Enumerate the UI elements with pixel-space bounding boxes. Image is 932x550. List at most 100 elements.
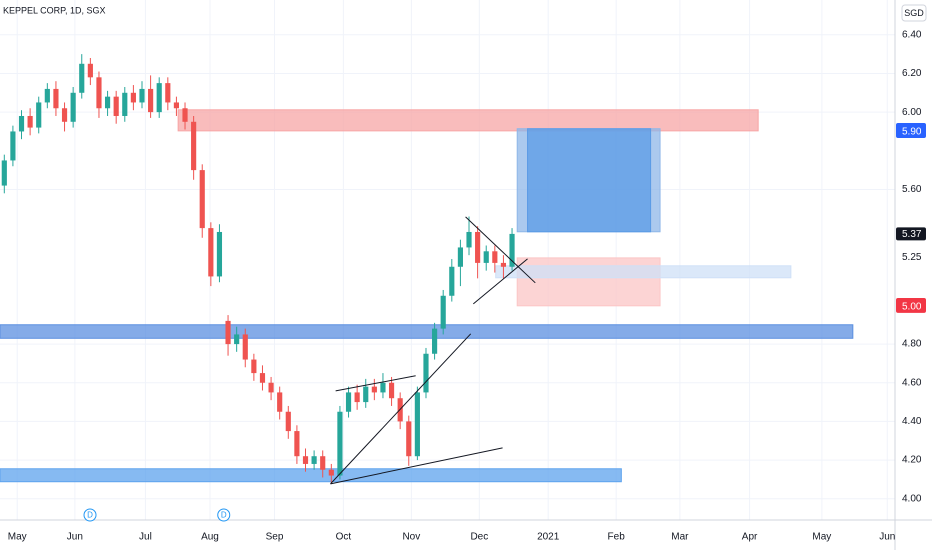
x-tick-label: Apr [742, 532, 758, 543]
y-tick-label: 5.60 [902, 184, 922, 195]
candle-body [61, 108, 68, 122]
x-tick-label: May [8, 532, 27, 543]
x-tick-label: Sep [266, 532, 284, 543]
candle-body [122, 92, 128, 116]
candle-body [182, 108, 188, 122]
candle-body [199, 170, 205, 229]
candle-body [225, 320, 231, 345]
trendline [472, 258, 528, 305]
event-marker [83, 508, 97, 522]
candle-body [320, 456, 326, 470]
candle-body [130, 92, 136, 103]
candle-body [483, 251, 489, 263]
x-tick-label: Dec [470, 532, 488, 543]
zone [516, 257, 661, 307]
candle-body [500, 262, 507, 267]
drawings [0, 109, 854, 483]
candle-body [345, 392, 352, 412]
candle-body [449, 266, 455, 296]
candle-body [242, 334, 248, 360]
candle-body [457, 247, 463, 267]
price-label: 5.37 [902, 229, 922, 240]
y-tick-label: 4.40 [902, 416, 922, 427]
zone [0, 468, 622, 483]
currency: SGD [904, 8, 924, 18]
event-label: D [221, 511, 227, 520]
candle-body [432, 328, 438, 354]
y-tick-label: 4.00 [902, 493, 922, 504]
candle-body [354, 392, 360, 403]
candle-body [216, 231, 223, 277]
x-tick-label: May [812, 532, 831, 543]
y-tick-label: 6.00 [902, 107, 922, 118]
candle-body [259, 373, 266, 383]
price-label: 5.90 [902, 127, 922, 138]
trendline [330, 447, 503, 485]
price-label: 5.25 [902, 252, 922, 263]
y-tick-label: 4.60 [902, 377, 922, 388]
x-tick-label: Jun [879, 532, 895, 543]
y-tick-label: 4.80 [902, 339, 922, 350]
zone [0, 324, 854, 339]
zone [495, 265, 792, 279]
zone [177, 109, 759, 132]
candle-body [294, 431, 300, 457]
event-label: D [87, 511, 93, 520]
chart-title: KEPPEL CORP, 1D, SGX [3, 5, 106, 15]
x-tick-label: Aug [201, 532, 219, 543]
candle-body [492, 251, 498, 263]
candle-body [113, 96, 119, 116]
candle-body [414, 392, 420, 457]
axes: 6.40 6.20 6.00 5.60 4.80 4.60 4.40 4.20 4.00 May J… [8, 29, 926, 543]
candle-body [70, 92, 76, 122]
trendlines [330, 216, 536, 485]
candle-body [337, 411, 343, 476]
candle-body [79, 63, 85, 93]
candle-body [165, 83, 171, 103]
x-tick-label: Oct [336, 532, 352, 543]
candle-body [285, 411, 291, 432]
candle-body [277, 392, 283, 412]
candle-body [148, 88, 154, 113]
candle-body [10, 131, 16, 161]
trendline [335, 375, 416, 392]
trendline [465, 216, 536, 284]
candle-body [208, 228, 214, 277]
candle-body [173, 102, 179, 109]
candle-body [53, 88, 59, 109]
price-label: 5.00 [902, 302, 922, 313]
x-tick-label: Jun [67, 532, 83, 543]
candle-body [268, 382, 274, 393]
x-tick-label: Feb [608, 532, 626, 543]
candle-body [234, 334, 240, 345]
candle-body [87, 63, 93, 78]
candle-body [191, 121, 197, 171]
candle-body [380, 382, 386, 393]
candle-body [44, 88, 50, 103]
candle-body [328, 469, 334, 476]
y-tick-label: 6.20 [902, 68, 922, 79]
x-tick-label: Nov [402, 532, 420, 543]
candle-body [509, 233, 515, 267]
candle-body [371, 386, 377, 393]
candle-body [1, 160, 7, 186]
candle-body [156, 83, 162, 113]
y-tick-label: 6.40 [902, 29, 922, 40]
price-label-box [896, 124, 926, 138]
candle-body [18, 115, 25, 132]
candle-body [466, 231, 472, 248]
candle-body [363, 386, 369, 403]
price-label-box [896, 227, 926, 241]
candle-body [27, 115, 33, 128]
candle-body [139, 88, 145, 103]
x-tick-label: 2021 [537, 532, 560, 543]
candle-body [251, 359, 257, 374]
price-label-box [896, 299, 926, 313]
candle-body [423, 353, 429, 393]
x-tick-label: Jul [139, 532, 152, 543]
candles [1, 54, 515, 484]
currency-box[interactable] [901, 4, 927, 22]
y-tick-label: 4.20 [902, 455, 922, 466]
